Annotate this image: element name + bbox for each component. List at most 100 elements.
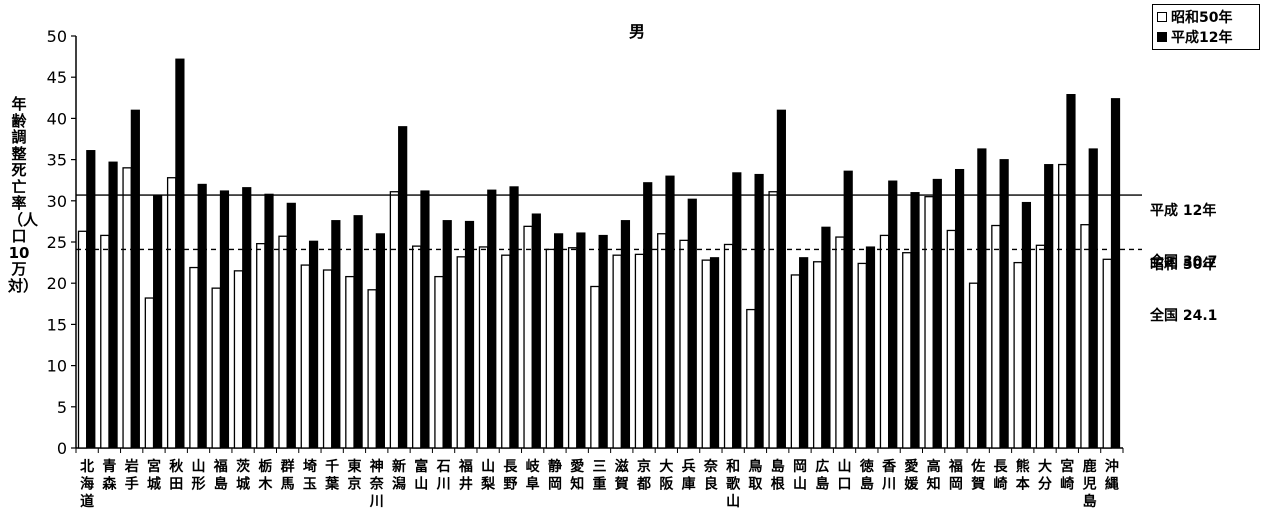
bar-showa50 bbox=[144, 297, 155, 449]
x-tick-label: 三重 bbox=[593, 459, 607, 493]
bar-showa50 bbox=[790, 274, 801, 449]
bar-heisei12 bbox=[865, 246, 876, 449]
x-tick-label: 香川 bbox=[881, 458, 897, 493]
bar-showa50 bbox=[211, 287, 222, 449]
bar-heisei12 bbox=[197, 183, 207, 449]
y-tick-label: 15 bbox=[47, 315, 67, 334]
bar-showa50 bbox=[1013, 261, 1023, 449]
bar-showa50 bbox=[233, 270, 244, 449]
bar-showa50 bbox=[300, 264, 311, 449]
bar-showa50 bbox=[1102, 258, 1113, 449]
reference-label-heisei12-line2: 全国 30.7 bbox=[1150, 254, 1218, 271]
bar-showa50 bbox=[835, 236, 845, 449]
y-tick-label: 40 bbox=[47, 109, 67, 128]
bar-heisei12 bbox=[286, 202, 296, 449]
legend-swatch-black bbox=[1157, 32, 1167, 42]
bar-heisei12 bbox=[331, 220, 341, 449]
y-axis-label: 年齢調整死亡率（人口10万対） bbox=[8, 95, 39, 295]
bar-showa50 bbox=[857, 262, 868, 449]
x-tick-label: 群馬 bbox=[280, 458, 295, 493]
bar-showa50 bbox=[746, 308, 756, 449]
bar-heisei12 bbox=[1110, 98, 1121, 449]
bar-heisei12 bbox=[843, 170, 853, 449]
legend-label-heisei12: 平成12年 bbox=[1171, 30, 1233, 46]
x-tick-label: 栃木 bbox=[257, 458, 273, 493]
x-tick-label: 静岡 bbox=[548, 458, 562, 493]
x-tick-label: 福井 bbox=[458, 458, 473, 493]
bar-showa50 bbox=[278, 235, 288, 449]
x-tick-label: 岩手 bbox=[124, 458, 139, 493]
bar-showa50 bbox=[567, 247, 578, 449]
x-tick-label: 茨城 bbox=[236, 458, 250, 493]
legend-swatch-white bbox=[1157, 12, 1167, 22]
bar-showa50 bbox=[501, 254, 511, 449]
y-tick-label: 10 bbox=[47, 357, 67, 376]
bar-heisei12 bbox=[353, 215, 363, 449]
x-tick-label: 大分 bbox=[1038, 458, 1052, 493]
reference-label-showa50: 昭和 50年 全国 24.1 bbox=[1150, 223, 1217, 342]
bar-showa50 bbox=[991, 224, 1001, 449]
x-tick-label: 新潟 bbox=[392, 458, 406, 493]
x-tick-label: 和歌山 bbox=[726, 459, 741, 510]
bar-showa50 bbox=[122, 167, 132, 449]
bar-showa50 bbox=[545, 248, 556, 449]
bar-showa50 bbox=[456, 256, 467, 449]
y-tick-label: 20 bbox=[47, 274, 67, 293]
x-tick-label: 宮崎 bbox=[1060, 458, 1074, 493]
bar-heisei12 bbox=[954, 168, 965, 449]
bar-showa50 bbox=[590, 285, 600, 449]
bar-heisei12 bbox=[509, 186, 519, 449]
bar-heisei12 bbox=[888, 180, 898, 449]
x-tick-label: 石川 bbox=[436, 459, 451, 493]
x-tick-label: 山梨 bbox=[480, 459, 496, 493]
bar-heisei12 bbox=[977, 148, 987, 449]
bar-showa50 bbox=[345, 275, 355, 449]
bar-heisei12 bbox=[219, 190, 230, 449]
bar-heisei12 bbox=[620, 220, 631, 449]
bar-heisei12 bbox=[799, 257, 809, 449]
reference-label-showa50-line1: 昭和 50年 bbox=[1150, 257, 1217, 274]
bar-heisei12 bbox=[531, 213, 541, 449]
bar-heisei12 bbox=[932, 178, 942, 449]
y-tick-label: 25 bbox=[47, 233, 67, 252]
bar-heisei12 bbox=[554, 233, 564, 449]
bar-showa50 bbox=[701, 259, 712, 449]
reference-label-heisei12-line1: 平成 12年 bbox=[1150, 203, 1217, 220]
bar-heisei12 bbox=[420, 190, 430, 449]
bar-heisei12 bbox=[487, 189, 497, 449]
bar-heisei12 bbox=[375, 233, 385, 449]
x-tick-label: 高知 bbox=[927, 458, 941, 493]
bar-heisei12 bbox=[576, 232, 586, 449]
bar-showa50 bbox=[812, 261, 823, 449]
legend-item-showa50: 昭和50年 bbox=[1157, 7, 1255, 27]
x-tick-label: 東京 bbox=[347, 458, 361, 493]
legend-label-showa50: 昭和50年 bbox=[1171, 10, 1233, 26]
x-tick-label: 広島 bbox=[815, 458, 829, 493]
bar-heisei12 bbox=[687, 198, 697, 449]
bar-showa50 bbox=[367, 289, 377, 449]
bar-showa50 bbox=[478, 246, 489, 449]
y-tick-label: 0 bbox=[57, 439, 67, 458]
bar-heisei12 bbox=[308, 240, 319, 449]
y-tick-label: 30 bbox=[47, 192, 67, 211]
x-tick-label: 島根 bbox=[771, 458, 786, 493]
bar-heisei12 bbox=[442, 220, 452, 449]
bar-showa50 bbox=[946, 229, 957, 449]
x-tick-label: 熊本 bbox=[1016, 458, 1031, 493]
x-tick-label: 兵庫 bbox=[682, 458, 696, 493]
x-tick-label: 福島 bbox=[213, 458, 228, 493]
x-tick-label: 青森 bbox=[102, 458, 117, 493]
bar-showa50 bbox=[723, 243, 734, 449]
bar-heisei12 bbox=[1066, 94, 1076, 449]
reference-label-heisei12: 平成 12年 全国 30.7 bbox=[1150, 169, 1217, 288]
x-tick-label: 愛媛 bbox=[903, 458, 919, 493]
x-tick-label: 徳島 bbox=[859, 458, 874, 493]
bar-heisei12 bbox=[732, 172, 742, 449]
x-tick-label: 山口 bbox=[838, 459, 852, 493]
bar-heisei12 bbox=[1088, 148, 1098, 449]
bar-heisei12 bbox=[910, 192, 920, 449]
x-tick-label: 秋田 bbox=[169, 458, 184, 493]
x-tick-label: 岡山 bbox=[793, 459, 807, 493]
x-tick-label: 北海道 bbox=[80, 459, 94, 510]
bar-heisei12 bbox=[776, 109, 786, 449]
